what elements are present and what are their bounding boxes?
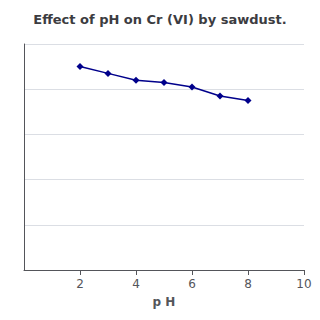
svg-text:6: 6 <box>188 277 196 291</box>
svg-text:8: 8 <box>244 277 252 291</box>
svg-text:p H: p H <box>153 295 176 309</box>
svg-text:4: 4 <box>132 277 140 291</box>
svg-text:10: 10 <box>296 277 311 291</box>
svg-text:2: 2 <box>76 277 84 291</box>
svg-text:Effect of pH on Cr (VI) by saw: Effect of pH on Cr (VI) by sawdust. <box>33 12 286 27</box>
